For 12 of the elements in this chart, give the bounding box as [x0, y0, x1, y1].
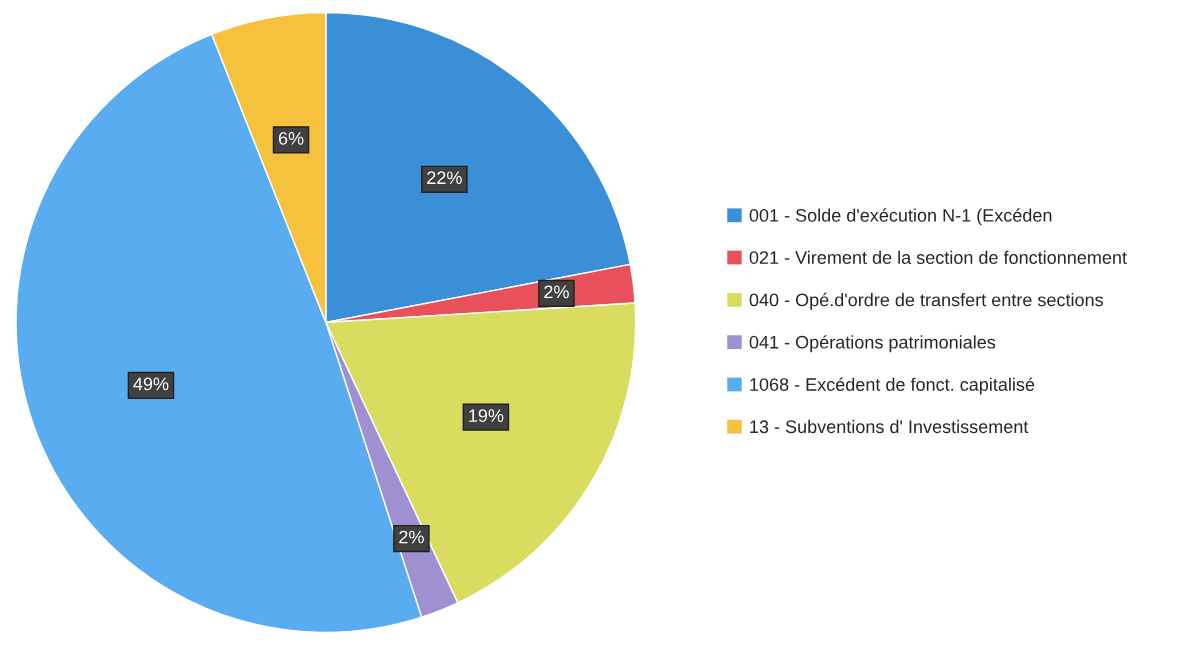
legend-label: 001 - Solde d'exécution N-1 (Excéden — [749, 208, 1052, 226]
data-label: 19% — [469, 409, 504, 422]
legend-label: 040 - Opé.d'ordre de transfert entre sections — [749, 292, 1103, 310]
legend-label: 13 - Subventions d' Investissement — [750, 419, 1029, 434]
legend-label: 1068 - Excédent de fonct. capitalisé — [750, 377, 1035, 395]
legend-label: 041 - Opérations patrimoniales — [749, 335, 996, 353]
legend-label: 021 - Virement de la section de fonctionnement — [749, 250, 1127, 264]
data-label: 22% — [427, 171, 462, 185]
data-label: 2% — [399, 530, 424, 544]
data-label: 2% — [544, 285, 569, 299]
data-label: 49% — [133, 377, 169, 391]
data-label: 6% — [278, 131, 304, 145]
